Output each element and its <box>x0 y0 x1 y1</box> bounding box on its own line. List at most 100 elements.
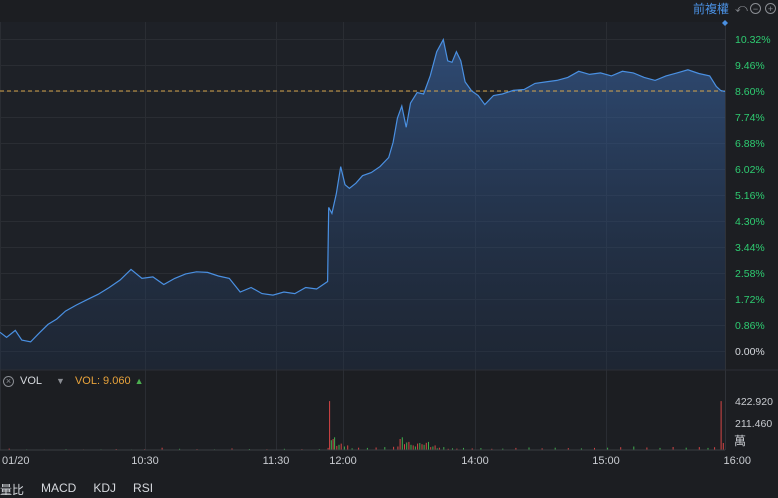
volume-bar <box>452 448 453 450</box>
volume-bar <box>447 448 449 450</box>
vol-tick-label: 422.920 <box>735 396 773 408</box>
volume-bar <box>430 447 432 450</box>
volume-bar <box>358 447 360 450</box>
volume-bar <box>334 437 336 450</box>
volume-bar <box>607 447 609 450</box>
close-icon[interactable]: × <box>3 375 14 387</box>
chart-toolbar: 前複權 ⤺ − + <box>693 0 778 16</box>
y-tick-label: 2.58% <box>735 268 765 280</box>
volume-bar <box>347 445 349 450</box>
y-tick-label: 0.86% <box>735 320 765 332</box>
y-tick-label: 5.16% <box>735 190 765 202</box>
y-tick-label: 6.02% <box>735 164 765 176</box>
volume-bar <box>332 439 334 450</box>
volume-bar <box>283 448 285 450</box>
y-tick-label: 9.46% <box>735 60 765 72</box>
x-tick-label: 10:30 <box>131 455 159 467</box>
x-tick-label: 12:00 <box>329 455 357 467</box>
volume-bar <box>438 447 440 450</box>
volume-bar <box>393 446 395 450</box>
y-tick-label: 4.30% <box>735 216 765 228</box>
volume-bar <box>646 447 648 450</box>
tab-rsi[interactable]: RSI <box>133 481 154 495</box>
volume-bar <box>633 446 635 450</box>
volume-bar <box>620 447 622 450</box>
tab-kdj[interactable]: KDJ <box>93 481 117 495</box>
volume-bar <box>408 441 410 450</box>
price-axis: 10.32% 9.46% 8.60% 7.74% 6.88% 6.02% 5.16% 4.30… <box>735 34 771 358</box>
volume-bar <box>8 448 10 450</box>
undo-icon[interactable]: ⤺ <box>735 0 748 15</box>
volume-bar <box>502 448 504 450</box>
volume-bar <box>567 448 569 450</box>
vol-tick-label: 211.460 <box>735 418 772 430</box>
volume-bar <box>414 446 416 450</box>
volume-bar <box>463 447 464 450</box>
volume-value: VOL: 9.060 <box>74 375 131 387</box>
volume-bar <box>722 443 724 450</box>
tab-volume-ratio[interactable]: 量比 <box>0 483 25 497</box>
y-tick-label: 8.60% <box>735 86 765 98</box>
y-tick-label: 3.44% <box>735 242 765 254</box>
indicator-tabs: 量比 MACD KDJ RSI <box>0 481 170 497</box>
price-area <box>0 39 725 370</box>
current-marker <box>722 20 728 26</box>
volume-bar <box>707 447 709 450</box>
volume-bar <box>685 447 687 450</box>
volume-bar <box>672 447 674 450</box>
volume-bar <box>366 447 368 450</box>
volume-bar <box>714 447 716 450</box>
zoom-out-icon[interactable]: − <box>750 2 761 14</box>
price-adjust-toggle[interactable]: 前複權 <box>692 1 729 16</box>
x-tick-label: 11:30 <box>263 455 290 467</box>
volume-bar <box>327 447 329 450</box>
volume-bar <box>340 443 342 450</box>
vol-unit-label: 萬 <box>734 434 746 448</box>
volume-bar <box>594 447 595 450</box>
volume-bar <box>401 437 403 450</box>
volume-bar <box>428 441 429 450</box>
volume-bar <box>423 444 425 450</box>
up-arrow-icon: ▲ <box>134 376 144 386</box>
time-axis: 01/20 10:30 11:30 12:00 14:00 15:00 16:00 <box>2 455 751 467</box>
volume-bar <box>720 401 722 450</box>
volume-bar <box>338 444 340 450</box>
volume-bar <box>491 448 493 450</box>
volume-axis: 422.920 211.460 萬 <box>734 396 773 448</box>
x-tick-label: 01/20 <box>2 455 30 467</box>
x-tick-label: 16:00 <box>723 455 751 467</box>
volume-bar <box>161 447 163 450</box>
volume-bar <box>659 447 661 450</box>
volume-bar <box>410 444 412 450</box>
x-tick-label: 14:00 <box>461 455 489 467</box>
zoom-in-icon[interactable]: + <box>765 2 776 14</box>
y-tick-label: 0.00% <box>735 346 765 358</box>
tab-macd[interactable]: MACD <box>41 481 77 495</box>
volume-bar <box>336 445 338 450</box>
volume-bar <box>425 442 427 450</box>
volume-bar <box>231 448 233 450</box>
volume-bars <box>8 401 724 451</box>
y-tick-label: 10.32% <box>735 34 771 46</box>
volume-bar <box>406 442 408 450</box>
volume-bar <box>480 448 482 450</box>
volume-bar <box>351 448 353 450</box>
volume-bar <box>698 447 700 450</box>
volume-bar <box>179 448 181 450</box>
price-line <box>0 37 726 343</box>
volume-bar <box>456 448 458 450</box>
volume-bar <box>515 447 517 450</box>
volume-bar <box>541 448 543 450</box>
volume-bar <box>528 447 530 450</box>
volume-bar <box>432 446 434 450</box>
volume-bar <box>375 447 377 450</box>
y-tick-label: 1.72% <box>735 294 765 306</box>
volume-bar <box>554 447 556 450</box>
volume-bar <box>343 446 345 450</box>
volume-indicator-name: VOL <box>20 375 43 387</box>
chevron-down-icon[interactable]: ▼ <box>56 376 65 386</box>
volume-bar <box>397 446 399 450</box>
volume-header: × VOL ▼ VOL: 9.060 ▲ <box>0 372 144 390</box>
y-tick-label: 6.88% <box>735 138 765 150</box>
